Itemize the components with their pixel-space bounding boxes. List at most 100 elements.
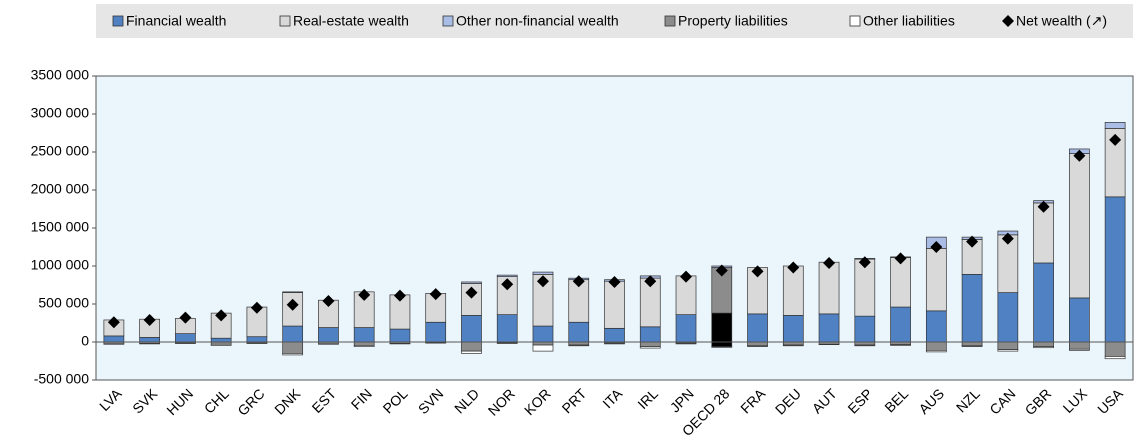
legend-background <box>96 4 1133 38</box>
y-tick-label: 0 <box>81 333 89 349</box>
bar-segment <box>961 341 983 347</box>
bar-segment <box>818 313 840 343</box>
x-tick-label: AUS <box>915 385 947 417</box>
net-wealth-marker <box>286 298 299 311</box>
net-wealth-marker <box>536 275 549 288</box>
x-tick-label: CHL <box>201 385 232 416</box>
net-wealth-marker <box>429 288 442 301</box>
bar-segment <box>925 341 947 351</box>
bar-segment <box>103 335 125 343</box>
bar-segment <box>461 315 482 343</box>
bar-segment <box>532 344 554 352</box>
bar-segment <box>461 281 482 284</box>
bar-segment <box>997 349 1019 352</box>
bar-segment <box>854 315 876 343</box>
net-wealth-marker <box>215 309 228 322</box>
y-tick-label: 2500 000 <box>31 143 90 159</box>
bar-segment <box>747 313 768 343</box>
bar-segment <box>890 306 911 343</box>
legend-marker <box>1002 15 1014 27</box>
net-wealth-marker <box>966 235 979 248</box>
x-tick-label: HUN <box>163 385 196 418</box>
bar-segment <box>461 350 482 354</box>
bar-segment <box>175 333 196 343</box>
legend-swatch <box>849 15 861 27</box>
legend-label: Net wealth (↗) <box>1016 13 1107 29</box>
bar-segment <box>747 345 768 347</box>
legend-swatch <box>664 15 676 27</box>
x-tick-label: USA <box>1094 385 1126 417</box>
y-tick-label: 1000 000 <box>31 257 90 273</box>
net-wealth-marker <box>787 261 800 274</box>
net-wealth-marker <box>823 256 836 269</box>
net-wealth-marker <box>858 256 871 269</box>
bar-segment <box>675 314 697 343</box>
bar-segment <box>711 312 733 343</box>
bar-segment <box>1033 262 1054 343</box>
bar-segment <box>568 344 590 347</box>
net-wealth-marker <box>930 241 943 253</box>
legend-swatch <box>442 15 454 27</box>
bar-segment <box>854 344 876 347</box>
net-wealth-marker <box>1037 200 1050 213</box>
net-wealth-marker <box>608 275 621 288</box>
net-wealth-marker <box>143 313 156 326</box>
legend-label: Other liabilities <box>863 13 955 29</box>
bar-segment <box>389 328 411 343</box>
bar-segment <box>639 346 661 349</box>
y-tick-label: 2000 000 <box>31 181 90 197</box>
legend-swatch <box>112 15 124 27</box>
bar-segment <box>711 346 733 348</box>
x-tick-label: SVN <box>415 385 447 417</box>
y-tick-label: 500 000 <box>38 295 89 311</box>
bar-segment <box>210 337 232 343</box>
bar-segment <box>890 257 911 308</box>
x-tick-label: AUT <box>809 385 840 416</box>
net-wealth-marker <box>1073 149 1086 162</box>
net-wealth-marker <box>680 270 693 283</box>
y-tick-label: 3500 000 <box>31 67 90 83</box>
x-tick-label: NLD <box>451 385 482 416</box>
bar-segment <box>496 314 518 343</box>
x-tick-label: GBR <box>1022 385 1055 418</box>
x-tick-label: NZL <box>953 385 983 415</box>
net-wealth-marker <box>107 316 120 329</box>
bar-segment <box>1104 356 1126 360</box>
bar-segment <box>1069 348 1090 351</box>
net-wealth-marker <box>179 311 192 324</box>
bar-segment <box>246 336 268 343</box>
x-tick-label: CAN <box>986 385 1018 417</box>
bar-segment <box>890 344 911 346</box>
bar-segment <box>282 291 304 293</box>
bar-segment <box>604 342 625 345</box>
net-wealth-marker <box>572 275 585 288</box>
bar-segment <box>1104 122 1126 129</box>
x-tick-label: DNK <box>271 385 304 418</box>
bar-segment <box>639 326 661 343</box>
x-tick-label: JPN <box>667 385 697 415</box>
bar-segment <box>1104 341 1126 357</box>
legend-swatch <box>279 15 291 27</box>
bar-segment <box>425 321 447 343</box>
net-wealth-marker <box>393 289 406 302</box>
x-tick-label: GRC <box>234 385 267 418</box>
bar-segment <box>353 345 375 347</box>
bar-segment <box>282 341 304 354</box>
bar-segment <box>782 315 804 343</box>
net-wealth-marker <box>322 294 335 307</box>
legend-label: Real-estate wealth <box>293 13 409 29</box>
bar-segment <box>961 274 983 343</box>
bar-segment <box>818 261 840 315</box>
bar-segment <box>925 248 947 312</box>
bar-segment <box>747 341 768 347</box>
x-tick-label: BEL <box>881 385 911 415</box>
bar-segment <box>1069 153 1090 299</box>
net-wealth-marker <box>644 275 657 288</box>
x-tick-label: DEU <box>772 385 804 417</box>
bar-segment <box>675 342 697 345</box>
net-wealth-marker <box>501 278 514 291</box>
x-tick-label: KOR <box>521 385 554 418</box>
bar-segment <box>925 310 947 343</box>
net-wealth-marker <box>715 264 728 277</box>
